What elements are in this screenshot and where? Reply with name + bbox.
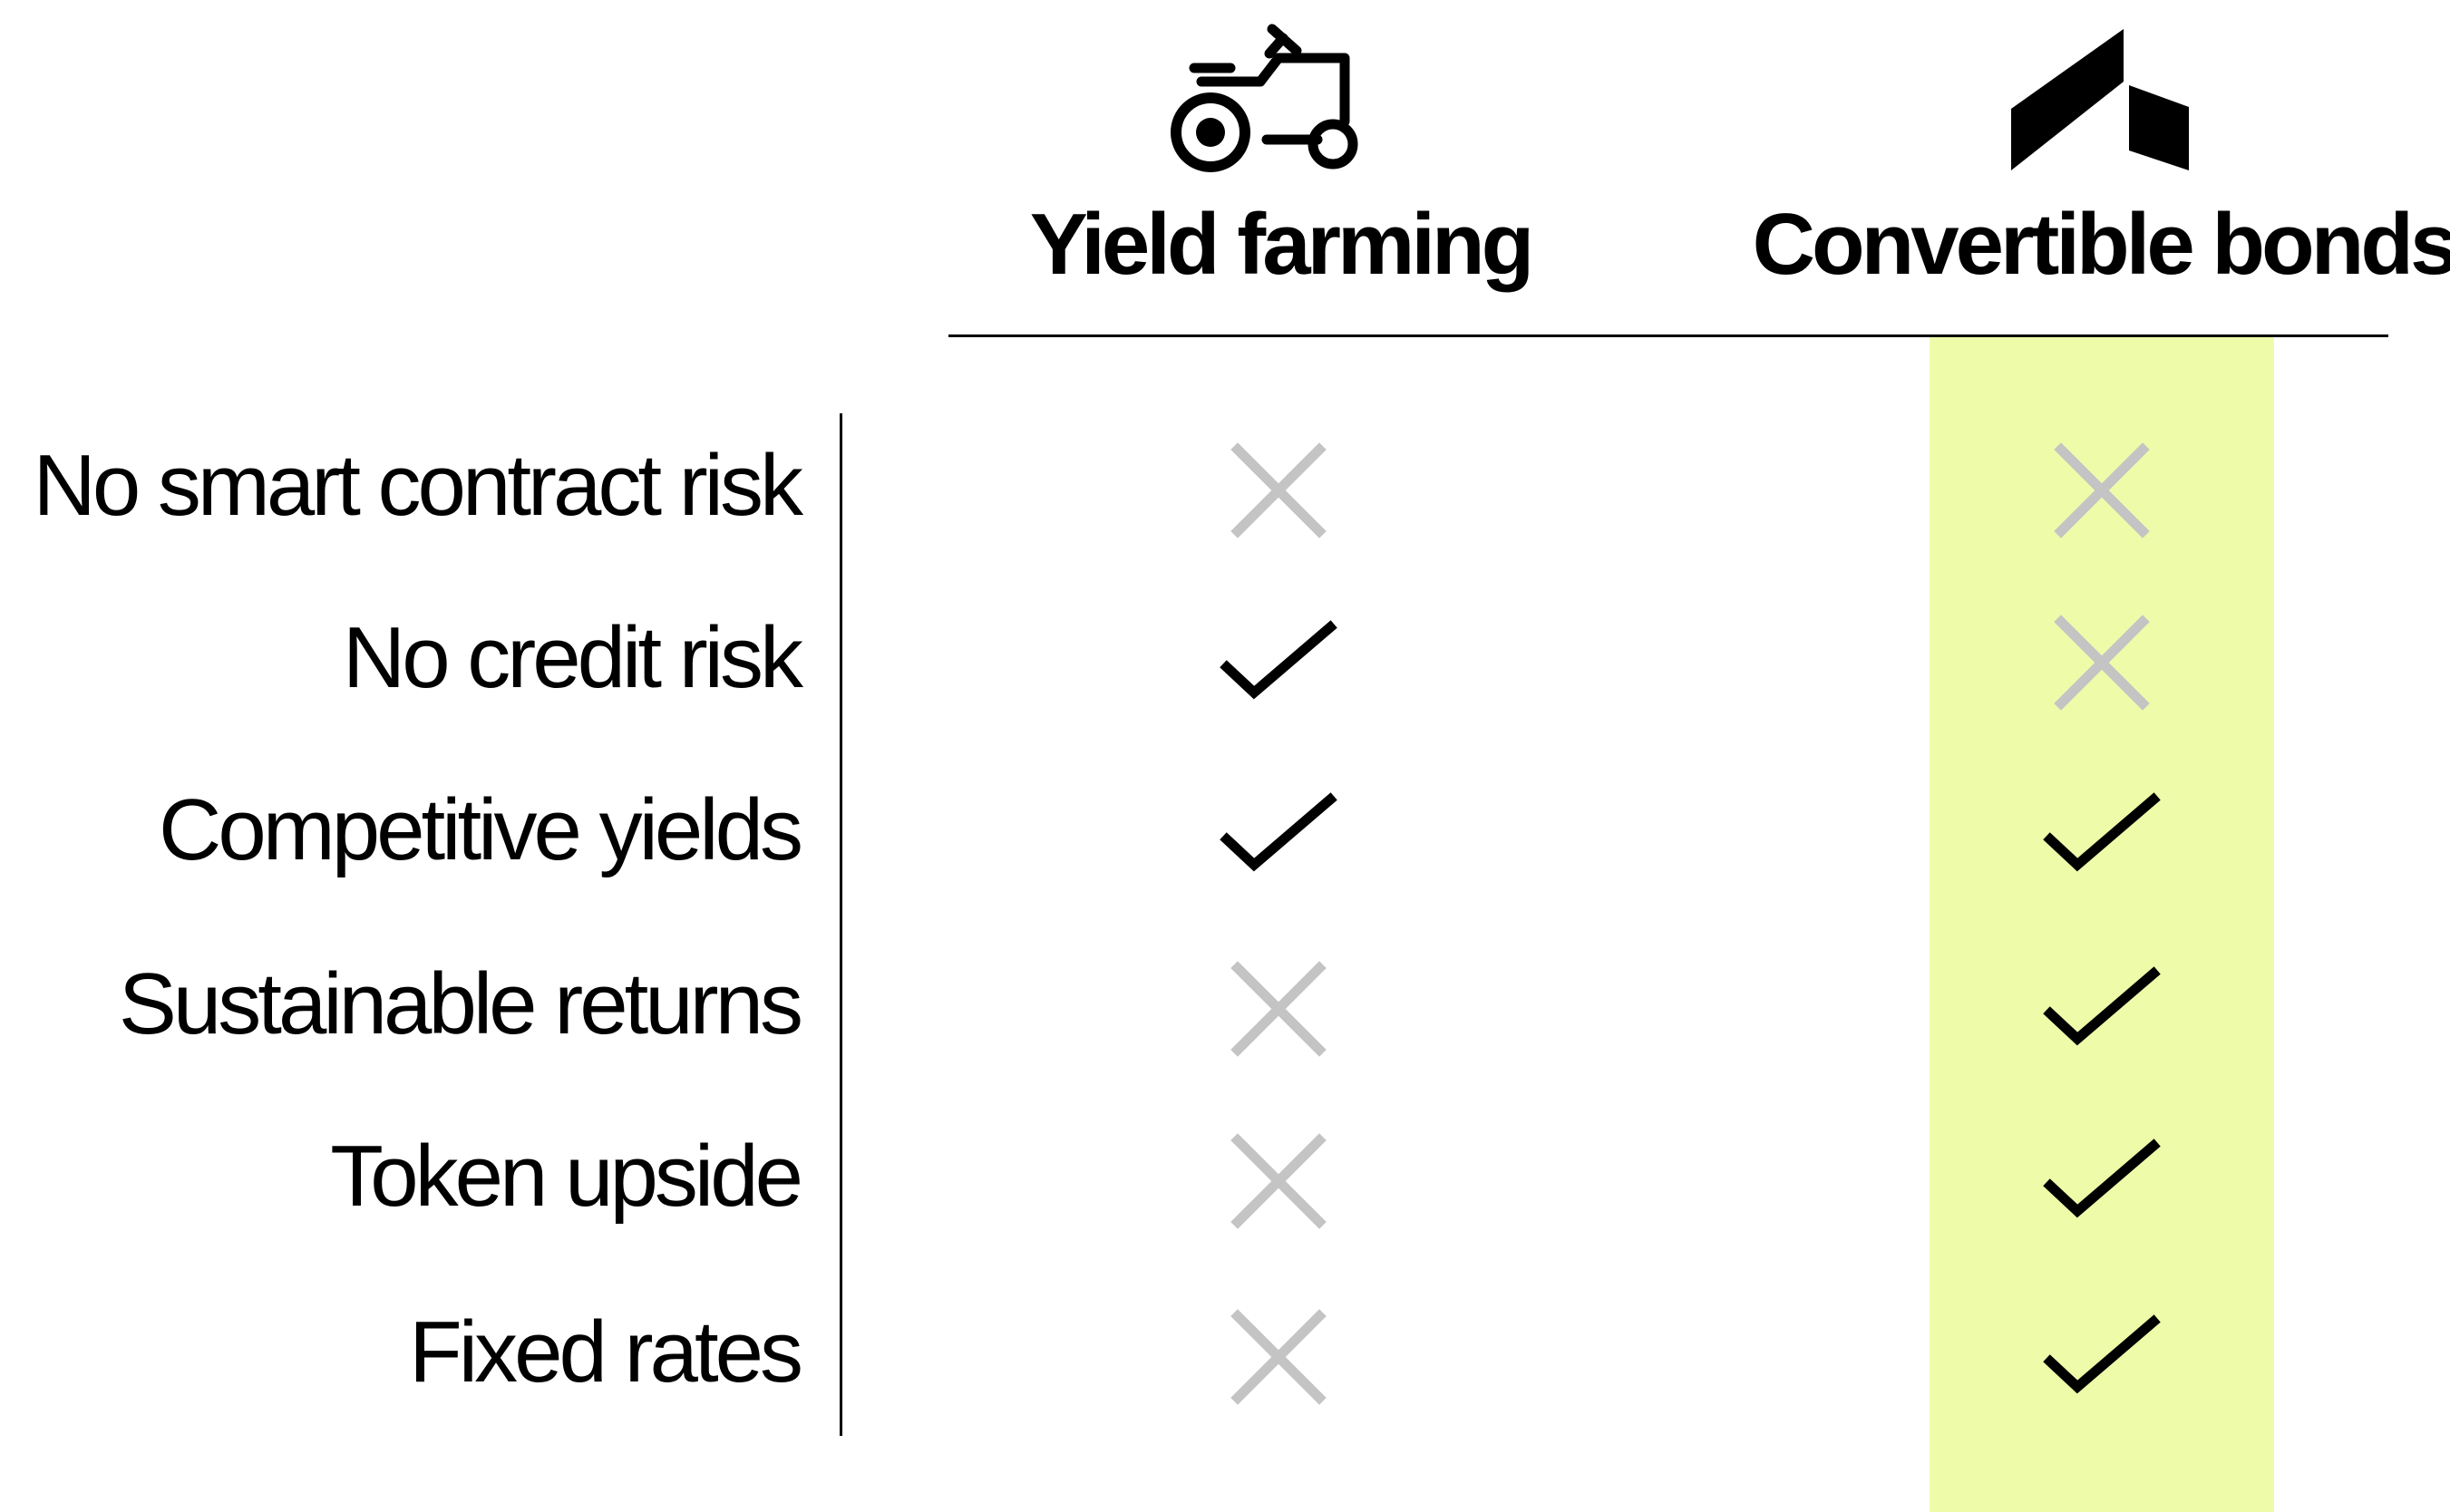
row-label: No credit risk xyxy=(342,609,803,706)
cross-icon xyxy=(1220,431,1337,549)
check-icon xyxy=(2043,776,2161,894)
check-icon xyxy=(2043,1122,2161,1240)
row-label: Fixed rates xyxy=(409,1304,803,1401)
row-label: Sustainable returns xyxy=(118,955,803,1052)
check-icon xyxy=(1220,776,1337,894)
header-divider xyxy=(948,334,2388,337)
cross-icon xyxy=(1220,950,1337,1068)
row-label: No smart contract risk xyxy=(33,437,803,534)
tractor-icon xyxy=(1165,22,1365,176)
row-label: Token upside xyxy=(330,1128,803,1225)
row-label: Competitive yields xyxy=(159,781,803,878)
cross-icon xyxy=(2043,604,2161,722)
cross-icon xyxy=(1220,1122,1337,1240)
check-icon xyxy=(1220,604,1337,722)
logo-mark-icon xyxy=(2011,29,2189,170)
cross-icon xyxy=(1220,1298,1337,1416)
highlight-column-background xyxy=(1930,337,2274,1512)
check-icon xyxy=(2043,1298,2161,1416)
cross-icon xyxy=(2043,431,2161,549)
check-icon xyxy=(2043,950,2161,1068)
label-divider xyxy=(840,413,842,1436)
column-title-convertible-bonds: Convertible bonds xyxy=(1752,196,2450,293)
column-title-yield-farming: Yield farming xyxy=(1029,196,1535,293)
